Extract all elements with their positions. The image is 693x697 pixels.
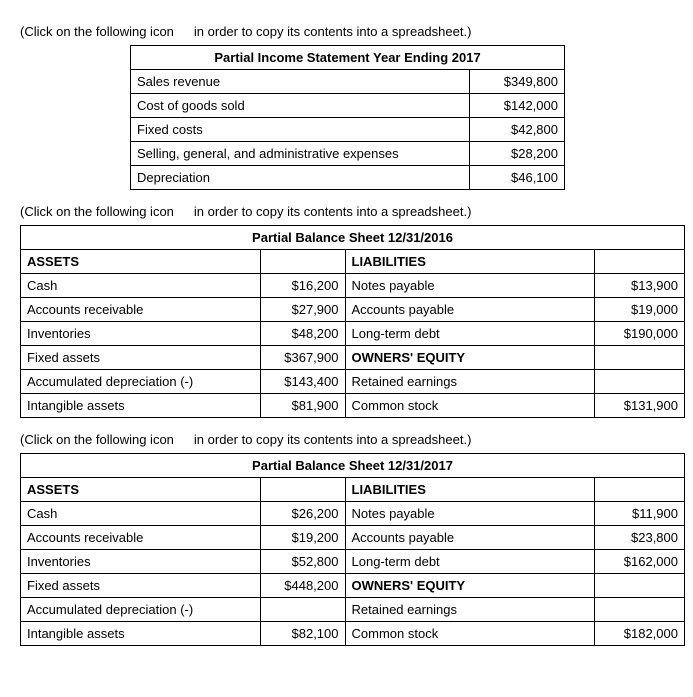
liab-value: $131,900 [595, 394, 685, 418]
blank-cell [260, 478, 345, 502]
asset-label: Cash [21, 502, 261, 526]
hint-prefix: (Click on the following icon [20, 432, 174, 447]
liab-value: $190,000 [595, 322, 685, 346]
asset-value: $367,900 [260, 346, 345, 370]
assets-header: ASSETS [21, 250, 261, 274]
asset-label: Inventories [21, 322, 261, 346]
asset-value: $82,100 [260, 622, 345, 646]
liab-value [595, 598, 685, 622]
income-title: Partial Income Statement Year Ending 201… [131, 46, 565, 70]
liab-value: $23,800 [595, 526, 685, 550]
table-row: Selling, general, and administrative exp… [131, 142, 565, 166]
asset-label: Fixed assets [21, 574, 261, 598]
table-row: Fixed assets$367,900OWNERS' EQUITY [21, 346, 685, 370]
income-statement-table: Partial Income Statement Year Ending 201… [130, 45, 565, 190]
hint-prefix: (Click on the following icon [20, 204, 174, 219]
liab-label: Long-term debt [345, 550, 595, 574]
hint-suffix: in order to copy its contents into a spr… [194, 432, 472, 447]
liab-value: $182,000 [595, 622, 685, 646]
blank-cell [260, 250, 345, 274]
table-row: Cash$26,200Notes payable$11,900 [21, 502, 685, 526]
row-label: Cost of goods sold [131, 94, 470, 118]
assets-header: ASSETS [21, 478, 261, 502]
table-row: Fixed assets$448,200OWNERS' EQUITY [21, 574, 685, 598]
liab-label: Common stock [345, 394, 595, 418]
liabilities-header: LIABILITIES [345, 250, 595, 274]
asset-label: Fixed assets [21, 346, 261, 370]
liab-value [595, 370, 685, 394]
table-row: Fixed costs$42,800 [131, 118, 565, 142]
liab-label: Accounts payable [345, 298, 595, 322]
liab-label: Notes payable [345, 502, 595, 526]
asset-label: Accumulated depreciation (-) [21, 598, 261, 622]
asset-value: $48,200 [260, 322, 345, 346]
liab-label: Retained earnings [345, 370, 595, 394]
blank-cell [595, 250, 685, 274]
liab-label: Common stock [345, 622, 595, 646]
asset-value: $16,200 [260, 274, 345, 298]
asset-value: $143,400 [260, 370, 345, 394]
liab-value [595, 346, 685, 370]
liab-label: Accounts payable [345, 526, 595, 550]
table-row: Cost of goods sold$142,000 [131, 94, 565, 118]
table-row: Accounts receivable$27,900Accounts payab… [21, 298, 685, 322]
row-label: Selling, general, and administrative exp… [131, 142, 470, 166]
copy-hint-1: (Click on the following icon in order to … [20, 24, 673, 39]
table-row: Accumulated depreciation (-) Retained ear… [21, 598, 685, 622]
liab-value: $11,900 [595, 502, 685, 526]
liabilities-header: LIABILITIES [345, 478, 595, 502]
asset-value [260, 598, 345, 622]
liab-label: OWNERS' EQUITY [345, 346, 595, 370]
table-row: Accumulated depreciation (-)$143,400Reta… [21, 370, 685, 394]
bs2016-title: Partial Balance Sheet 12/31/2016 [21, 226, 685, 250]
row-value: $349,800 [470, 70, 565, 94]
hint-prefix: (Click on the following icon [20, 24, 174, 39]
table-row: Intangible assets$81,900Common stock$131… [21, 394, 685, 418]
asset-label: Accumulated depreciation (-) [21, 370, 261, 394]
copy-hint-3: (Click on the following icon in order to … [20, 432, 673, 447]
asset-label: Inventories [21, 550, 261, 574]
table-row: Sales revenue$349,800 [131, 70, 565, 94]
row-label: Sales revenue [131, 70, 470, 94]
asset-value: $52,800 [260, 550, 345, 574]
bs2017-title: Partial Balance Sheet 12/31/2017 [21, 454, 685, 478]
liab-value: $162,000 [595, 550, 685, 574]
table-row: Intangible assets$82,100Common stock$182… [21, 622, 685, 646]
asset-value: $448,200 [260, 574, 345, 598]
asset-value: $26,200 [260, 502, 345, 526]
blank-cell [595, 478, 685, 502]
asset-label: Accounts receivable [21, 298, 261, 322]
asset-label: Cash [21, 274, 261, 298]
liab-label: Long-term debt [345, 322, 595, 346]
liab-label: Notes payable [345, 274, 595, 298]
asset-value: $81,900 [260, 394, 345, 418]
row-value: $28,200 [470, 142, 565, 166]
balance-sheet-2017-table: Partial Balance Sheet 12/31/2017 ASSETS … [20, 453, 685, 646]
liab-label: OWNERS' EQUITY [345, 574, 595, 598]
asset-value: $19,200 [260, 526, 345, 550]
asset-label: Intangible assets [21, 394, 261, 418]
liab-value: $19,000 [595, 298, 685, 322]
table-row: Depreciation$46,100 [131, 166, 565, 190]
table-row: Accounts receivable$19,200Accounts payab… [21, 526, 685, 550]
balance-sheet-2016-table: Partial Balance Sheet 12/31/2016 ASSETS … [20, 225, 685, 418]
table-row: Cash$16,200Notes payable$13,900 [21, 274, 685, 298]
asset-label: Intangible assets [21, 622, 261, 646]
row-label: Fixed costs [131, 118, 470, 142]
asset-label: Accounts receivable [21, 526, 261, 550]
row-value: $46,100 [470, 166, 565, 190]
table-row: Inventories$52,800Long-term debt$162,000 [21, 550, 685, 574]
asset-value: $27,900 [260, 298, 345, 322]
row-value: $42,800 [470, 118, 565, 142]
liab-label: Retained earnings [345, 598, 595, 622]
hint-suffix: in order to copy its contents into a spr… [194, 204, 472, 219]
table-row: Inventories$48,200Long-term debt$190,000 [21, 322, 685, 346]
liab-value: $13,900 [595, 274, 685, 298]
row-value: $142,000 [470, 94, 565, 118]
row-label: Depreciation [131, 166, 470, 190]
hint-suffix: in order to copy its contents into a spr… [194, 24, 472, 39]
liab-value [595, 574, 685, 598]
copy-hint-2: (Click on the following icon in order to … [20, 204, 673, 219]
